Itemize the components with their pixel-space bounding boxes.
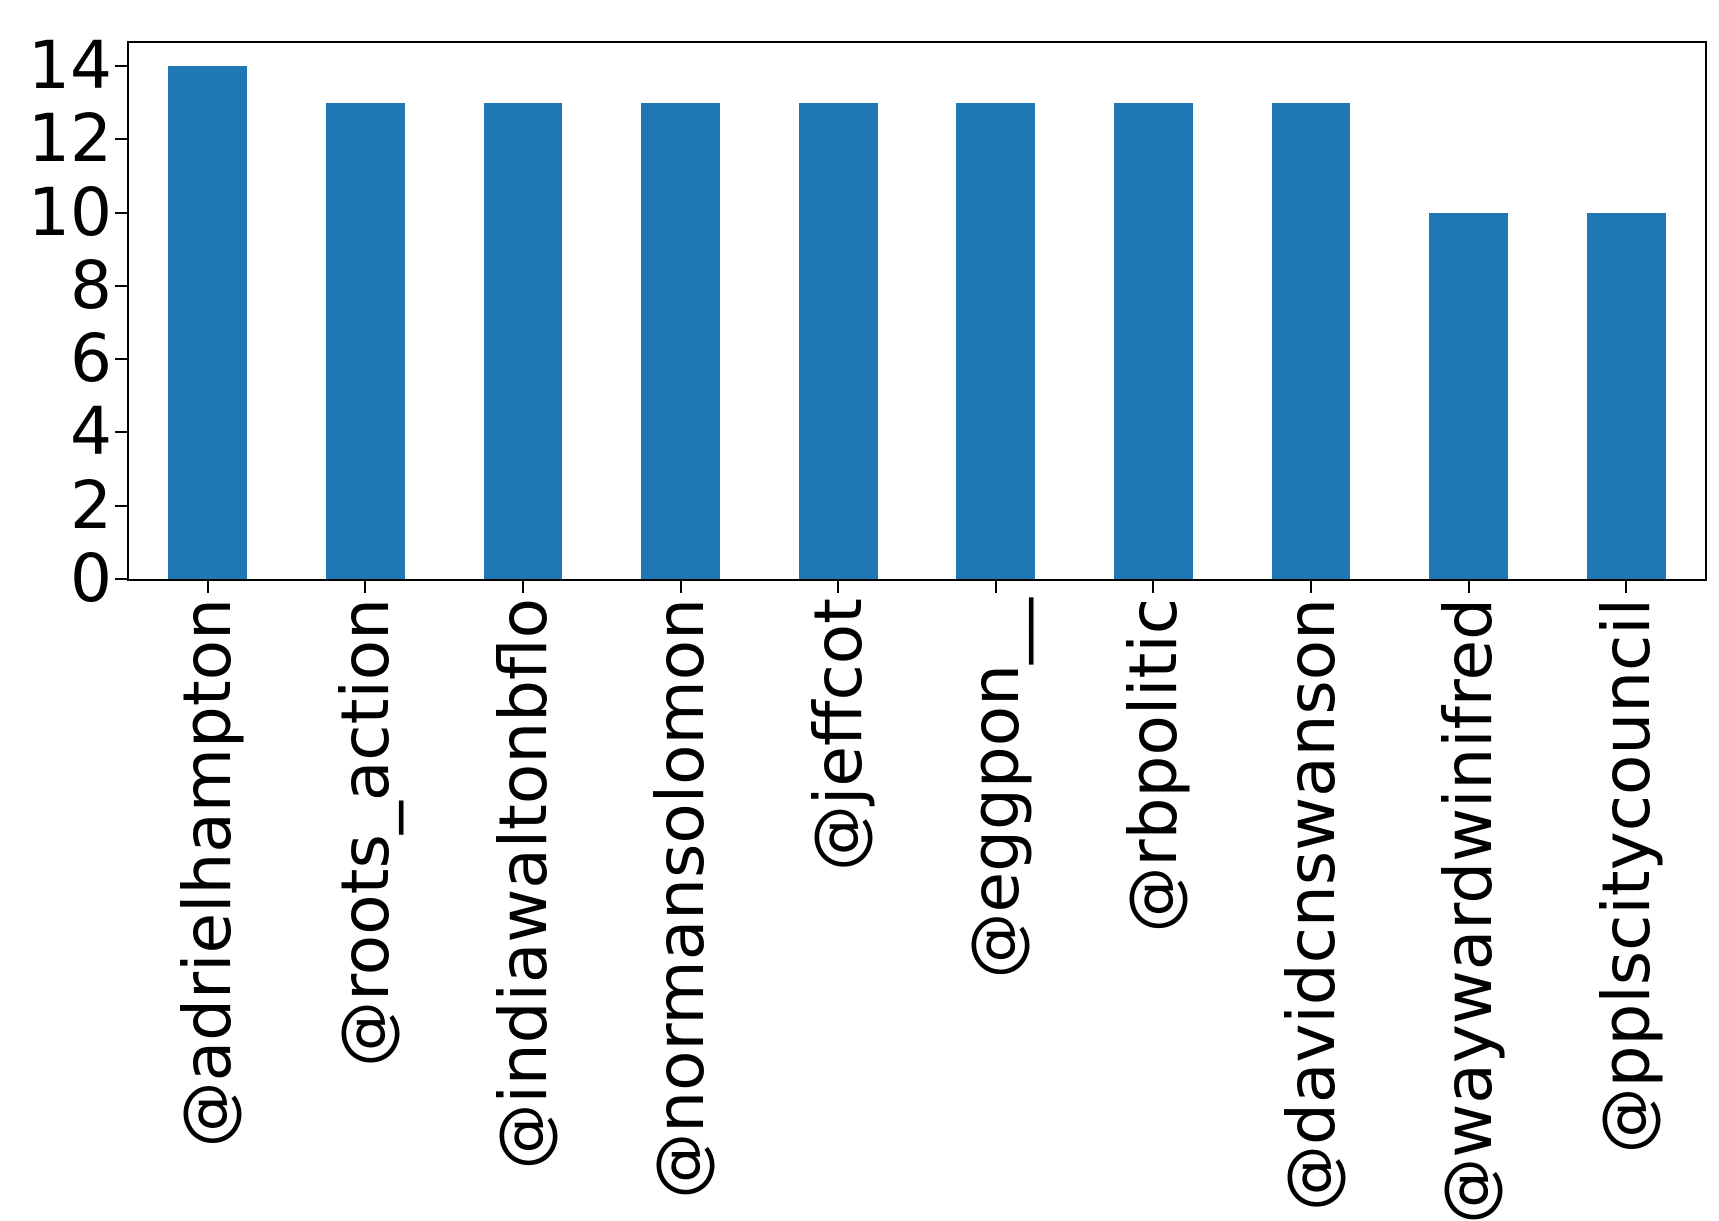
y-tick-label: 2 (70, 466, 112, 544)
x-tick-mark (994, 581, 997, 593)
bar (326, 102, 405, 579)
x-tick-label: @eggpon__ (957, 598, 1035, 979)
bar (1271, 102, 1351, 579)
x-tick-label: @indiawaltonbflo (484, 598, 562, 1170)
y-tick-label: 8 (70, 246, 112, 324)
y-tick-label: 14 (28, 27, 112, 105)
bar (798, 102, 878, 579)
bar (168, 66, 248, 579)
bar (483, 102, 563, 579)
y-tick-label: 6 (70, 320, 112, 398)
bar (641, 102, 720, 579)
x-tick-label: @rbpolitic (1114, 598, 1192, 933)
y-tick-mark (115, 138, 127, 141)
x-tick-mark (837, 581, 840, 593)
x-tick-mark (1310, 581, 1312, 593)
x-tick-mark (206, 581, 209, 593)
y-tick-label: 0 (70, 540, 112, 617)
y-tick-label: 4 (70, 393, 112, 471)
x-tick-mark (679, 581, 682, 593)
x-tick-label: @davidcnswanson (1272, 598, 1350, 1211)
x-tick-label: @jeffcot (799, 598, 877, 871)
bar (956, 102, 1036, 579)
x-tick-mark (1467, 581, 1470, 593)
x-tick-label: @roots_action (326, 598, 404, 1067)
y-tick-mark (115, 358, 127, 361)
y-tick-mark (115, 504, 127, 507)
x-tick-label: @normansolomon (642, 598, 720, 1199)
y-tick-label: 12 (28, 100, 112, 178)
bar (1114, 102, 1193, 579)
x-tick-label: @adrielhampton (169, 598, 247, 1148)
bar (1586, 212, 1666, 579)
y-tick-label: 10 (28, 173, 112, 251)
y-tick-mark (115, 284, 127, 287)
y-tick-mark (115, 65, 127, 68)
x-tick-mark (1152, 581, 1155, 593)
x-tick-mark (1625, 581, 1628, 593)
x-tick-mark (522, 581, 524, 593)
x-tick-mark (364, 581, 367, 593)
y-tick-mark (115, 431, 127, 434)
x-tick-label: @waywardwinifred (1430, 598, 1508, 1221)
x-tick-label: @pplscitycouncil (1587, 598, 1665, 1154)
bar (1429, 212, 1508, 579)
y-tick-mark (115, 578, 127, 580)
y-tick-mark (115, 211, 127, 214)
